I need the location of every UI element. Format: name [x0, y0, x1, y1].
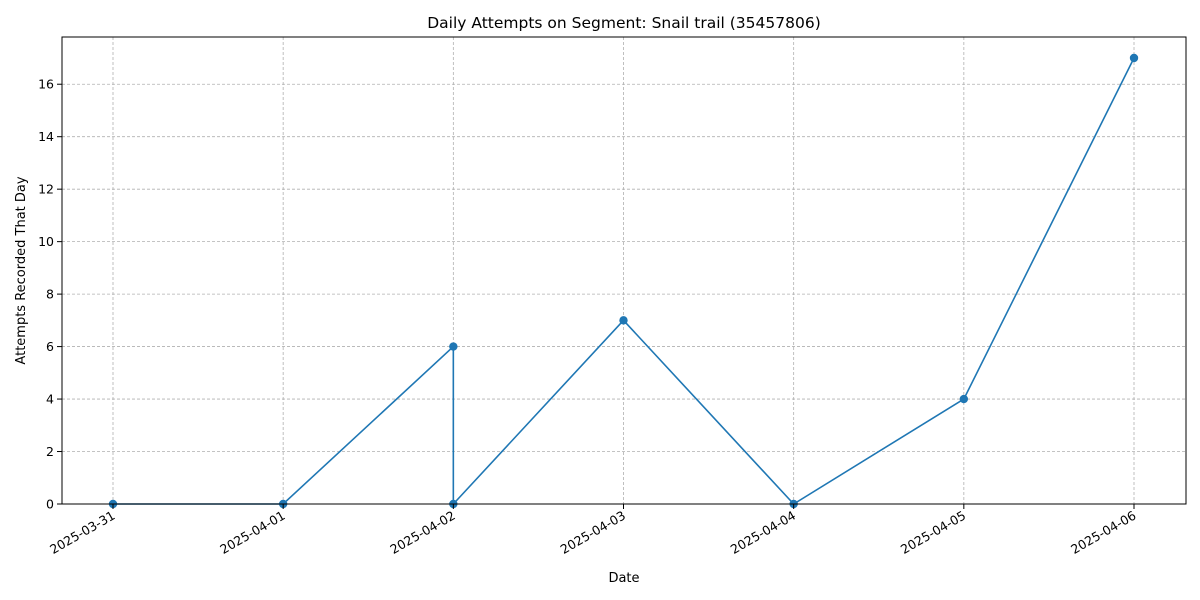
y-tick-label: 14 — [38, 129, 54, 144]
x-tick-label: 2025-04-03 — [558, 508, 628, 557]
x-tick-label: 2025-04-02 — [387, 508, 457, 557]
plot-frame — [61, 36, 1187, 505]
y-tick-label: 8 — [46, 287, 54, 302]
data-point — [619, 316, 628, 325]
y-tick-label: 0 — [46, 497, 54, 512]
x-tick-label: 2025-04-05 — [898, 508, 968, 557]
y-axis-ticks: 0 2 4 6 8 10 12 14 16 — [38, 77, 62, 512]
y-tick-label: 12 — [38, 182, 54, 197]
data-point — [1129, 53, 1139, 63]
data-point — [959, 394, 969, 404]
x-tick-label: 2025-04-04 — [728, 508, 798, 557]
x-axis-ticks: 2025-03-31 2025-04-01 2025-04-02 2025-04-03… — [47, 504, 1139, 557]
series-line — [113, 57, 1135, 507]
x-tick-label: 2025-04-06 — [1068, 508, 1138, 557]
y-tick-label: 4 — [46, 392, 54, 407]
y-tick-label: 16 — [38, 77, 54, 92]
series-layer — [108, 53, 1139, 509]
x-axis-label: Date — [608, 571, 639, 586]
y-axis-label: Attempts Recorded That Day — [14, 176, 29, 364]
data-point — [449, 342, 458, 351]
chart-title: Daily Attempts on Segment: Snail trail (… — [427, 14, 821, 32]
y-tick-label: 10 — [38, 234, 54, 249]
grid — [62, 37, 1186, 505]
x-tick-label: 2025-03-31 — [47, 508, 117, 557]
y-tick-label: 6 — [46, 339, 54, 354]
x-tick-label: 2025-04-01 — [217, 508, 287, 557]
y-tick-label: 2 — [46, 444, 54, 459]
